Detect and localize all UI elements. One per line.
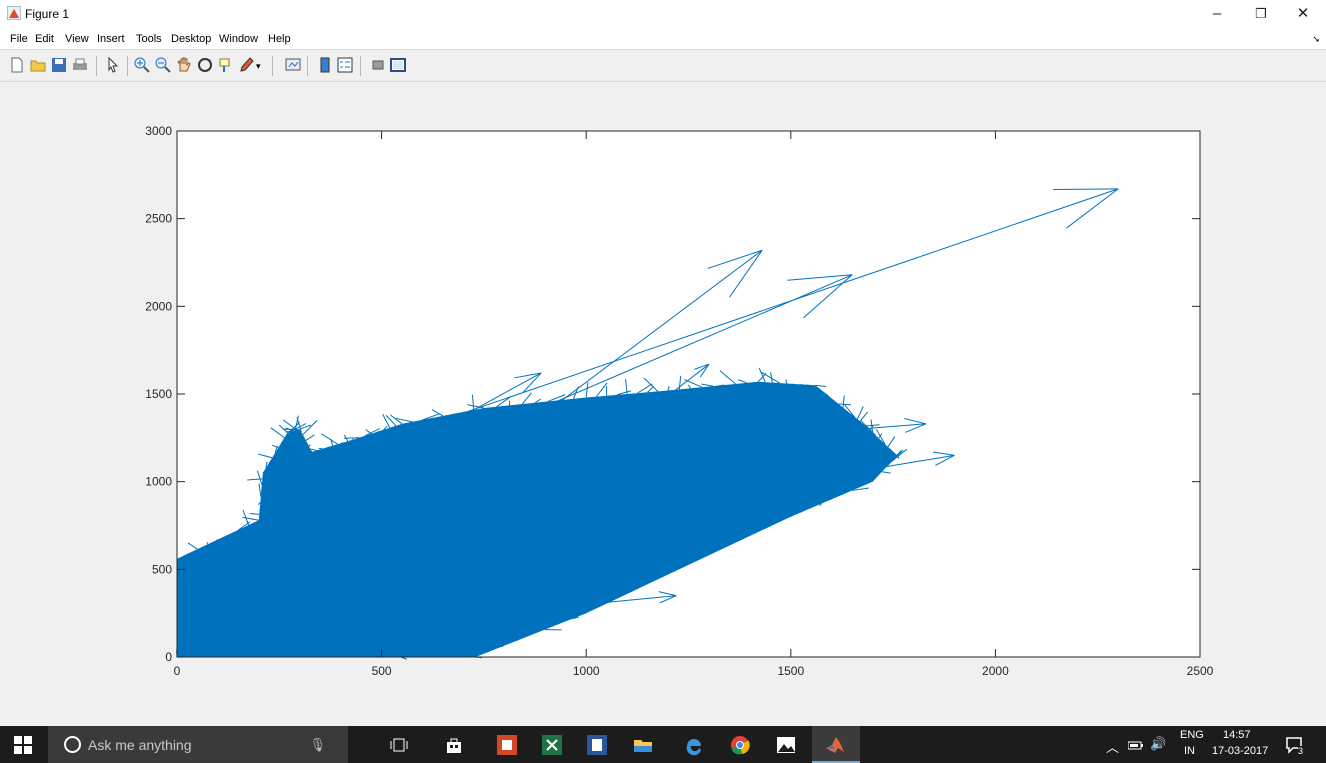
excel-icon[interactable]: [541, 734, 563, 756]
menu-file[interactable]: File: [10, 33, 28, 45]
close-button[interactable]: ✕: [1286, 3, 1320, 25]
colorbar-icon[interactable]: [316, 56, 334, 74]
region-label[interactable]: IN: [1184, 745, 1195, 757]
quiver-arrow-fringe: [302, 443, 308, 444]
x-tick-label: 1000: [573, 664, 600, 678]
task-view-icon[interactable]: [388, 734, 410, 756]
print-icon[interactable]: [71, 56, 89, 74]
language-label[interactable]: ENG: [1180, 729, 1204, 741]
menu-tools[interactable]: Tools: [136, 33, 162, 45]
x-tick-label: 2500: [1187, 664, 1214, 678]
y-tick-label: 1000: [145, 475, 172, 489]
x-tick-label: 1500: [777, 664, 804, 678]
rotate-3d-icon[interactable]: [196, 56, 214, 74]
figure-toolbar: ▾: [0, 50, 1326, 82]
windows-start-icon[interactable]: [14, 736, 32, 754]
save-icon[interactable]: [50, 56, 68, 74]
chrome-icon[interactable]: [729, 734, 751, 756]
toolbar-separator: [272, 56, 273, 76]
search-placeholder: Ask me anything: [88, 737, 192, 753]
cortana-icon: [64, 736, 81, 753]
edge-icon[interactable]: [683, 734, 705, 756]
quiver-arrowhead: [1053, 189, 1118, 190]
menu-bar: File Edit View Insert Tools Desktop Wind…: [0, 30, 1326, 50]
link-plot-icon[interactable]: [284, 56, 302, 74]
volume-icon[interactable]: 🔊: [1150, 736, 1166, 752]
photos-icon[interactable]: [775, 734, 797, 756]
figure-canvas[interactable]: 0 500 1000 1500 2000 2500 0 500 1000 1500 2000 2500…: [0, 82, 1326, 726]
x-tick-label: 2000: [982, 664, 1009, 678]
file-explorer-icon[interactable]: [632, 734, 654, 756]
y-tick-label: 500: [152, 562, 172, 576]
title-bar[interactable]: Figure 1 – ❐ ✕: [0, 0, 1326, 30]
brush-icon[interactable]: [238, 56, 256, 74]
open-icon[interactable]: [29, 56, 47, 74]
menu-insert[interactable]: Insert: [97, 33, 125, 45]
new-figure-icon[interactable]: [8, 56, 26, 74]
y-tick-label: 2500: [145, 212, 172, 226]
y-tick-label: 1500: [145, 387, 172, 401]
dock-arrow-icon[interactable]: ➘: [1312, 34, 1320, 45]
minimize-button[interactable]: –: [1200, 3, 1234, 25]
publisher-icon[interactable]: [586, 734, 608, 756]
matlab-figure-icon: [7, 6, 21, 20]
tray-expand-icon[interactable]: ︿: [1106, 737, 1119, 756]
y-tick-label: 2000: [145, 299, 172, 313]
windows-taskbar: Ask me anything 🎙 ︿ 🔊 ENG IN 14:57 17-03…: [0, 726, 1326, 763]
x-tick-label: 500: [372, 664, 392, 678]
clock-date[interactable]: 17-03-2017: [1212, 745, 1268, 757]
matlab-icon[interactable]: [824, 734, 846, 756]
cortana-search-box[interactable]: Ask me anything 🎙: [48, 726, 348, 763]
clock-time[interactable]: 14:57: [1223, 729, 1251, 741]
hide-plot-tools-icon[interactable]: [369, 56, 387, 74]
toolbar-separator: [360, 56, 361, 76]
network-icon[interactable]: [1128, 739, 1144, 750]
show-plot-tools-icon[interactable]: [389, 56, 407, 74]
y-tick-label: 3000: [145, 124, 172, 138]
y-tick-label: 0: [165, 650, 172, 664]
figure-window: Figure 1 – ❐ ✕ File Edit View Insert Too…: [0, 0, 1326, 726]
zoom-in-icon[interactable]: [133, 56, 151, 74]
menu-view[interactable]: View: [65, 33, 89, 45]
data-cursor-icon[interactable]: [217, 56, 235, 74]
legend-icon[interactable]: [336, 56, 354, 74]
powerpoint-icon[interactable]: [496, 734, 518, 756]
quiver-arrow-fringe: [870, 474, 879, 475]
quiver-arrow-fringe: [352, 439, 353, 440]
pan-icon[interactable]: [175, 56, 193, 74]
menu-help[interactable]: Help: [268, 33, 291, 45]
menu-desktop[interactable]: Desktop: [171, 33, 211, 45]
store-icon[interactable]: [443, 734, 465, 756]
notification-count: 3: [1298, 746, 1303, 756]
toolbar-separator: [127, 56, 128, 76]
window-title: Figure 1: [25, 7, 69, 21]
toolbar-separator: [307, 56, 308, 76]
x-tick-label: 0: [174, 664, 181, 678]
zoom-out-icon[interactable]: [154, 56, 172, 74]
quiver-arrow-fringe: [610, 600, 612, 601]
menu-window[interactable]: Window: [219, 33, 258, 45]
restore-button[interactable]: ❐: [1244, 3, 1278, 25]
microphone-icon[interactable]: 🎙: [309, 737, 326, 753]
quiver-arrow-fringe: [207, 542, 208, 544]
toolbar-separator: [96, 56, 97, 76]
quiver-arrow-fringe: [764, 528, 765, 529]
pointer-icon[interactable]: [104, 56, 122, 74]
menu-edit[interactable]: Edit: [35, 33, 54, 45]
